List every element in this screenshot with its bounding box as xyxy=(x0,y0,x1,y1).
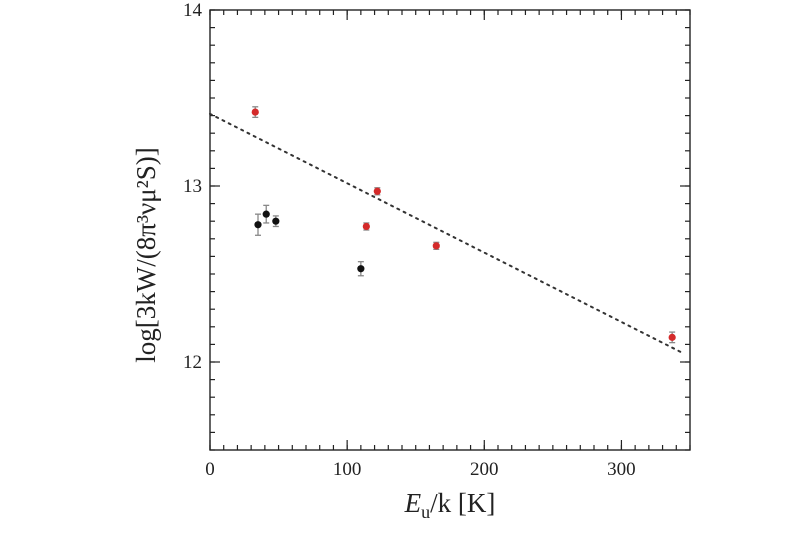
x-axis-title-subscript: u xyxy=(421,502,430,522)
x-axis-title: Eu/k [K] xyxy=(404,488,496,522)
data-point-series-2 xyxy=(357,265,365,273)
x-tick-label: 200 xyxy=(470,459,499,480)
data-point-series-2 xyxy=(262,210,270,218)
data-point-series-2 xyxy=(272,217,280,225)
y-axis-title: log[3kW/(8π³νμ²S)] xyxy=(131,147,161,362)
data-point-series-1 xyxy=(373,187,381,195)
data-point-series-2 xyxy=(254,221,262,229)
x-tick-label: 100 xyxy=(333,459,362,480)
tick-labels: 0 100 200 300 12 13 14 xyxy=(183,0,636,480)
x-tick-label: 0 xyxy=(205,459,215,480)
plot-frame xyxy=(209,9,691,451)
data-point-series-1 xyxy=(432,242,440,250)
x-tick-label: 300 xyxy=(607,459,636,480)
data-point-series-1 xyxy=(668,333,676,341)
data-point-series-1 xyxy=(251,108,259,116)
major-ticks xyxy=(209,9,690,450)
data-points xyxy=(251,106,676,344)
x-axis-title-main: E xyxy=(404,488,422,518)
x-axis-title-rest: /k [K] xyxy=(430,488,495,518)
data-point-series-1 xyxy=(362,222,370,231)
minor-ticks xyxy=(209,9,691,451)
y-tick-label: 14 xyxy=(183,0,203,21)
y-tick-label: 13 xyxy=(183,176,202,197)
y-tick-label: 12 xyxy=(183,352,202,373)
fit-line xyxy=(209,112,685,355)
